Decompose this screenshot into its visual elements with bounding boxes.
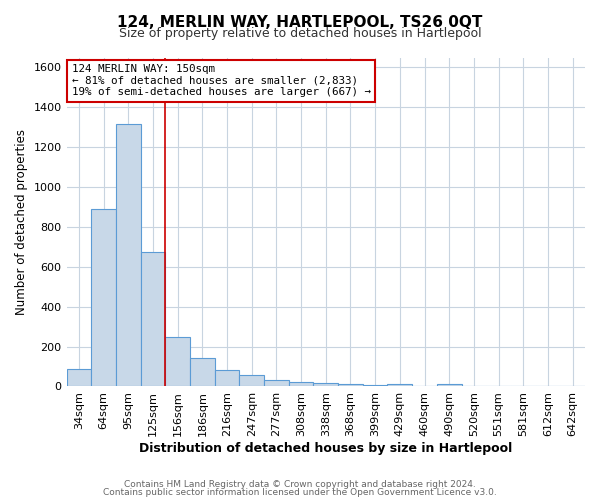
Text: 124, MERLIN WAY, HARTLEPOOL, TS26 0QT: 124, MERLIN WAY, HARTLEPOOL, TS26 0QT xyxy=(118,15,482,30)
Y-axis label: Number of detached properties: Number of detached properties xyxy=(15,129,28,315)
Bar xyxy=(313,384,338,386)
Bar xyxy=(116,124,140,386)
Bar xyxy=(289,382,313,386)
Text: Contains public sector information licensed under the Open Government Licence v3: Contains public sector information licen… xyxy=(103,488,497,497)
Bar xyxy=(67,369,91,386)
Bar xyxy=(215,370,239,386)
Bar xyxy=(91,209,116,386)
Bar xyxy=(437,384,461,386)
Bar xyxy=(239,375,264,386)
Bar xyxy=(388,384,412,386)
Text: Contains HM Land Registry data © Crown copyright and database right 2024.: Contains HM Land Registry data © Crown c… xyxy=(124,480,476,489)
Text: 124 MERLIN WAY: 150sqm
← 81% of detached houses are smaller (2,833)
19% of semi-: 124 MERLIN WAY: 150sqm ← 81% of detached… xyxy=(72,64,371,98)
Text: Size of property relative to detached houses in Hartlepool: Size of property relative to detached ho… xyxy=(119,28,481,40)
Bar xyxy=(363,385,388,386)
Bar xyxy=(190,358,215,386)
Bar xyxy=(140,252,165,386)
Bar xyxy=(338,384,363,386)
Bar xyxy=(264,380,289,386)
Bar xyxy=(165,337,190,386)
X-axis label: Distribution of detached houses by size in Hartlepool: Distribution of detached houses by size … xyxy=(139,442,512,455)
